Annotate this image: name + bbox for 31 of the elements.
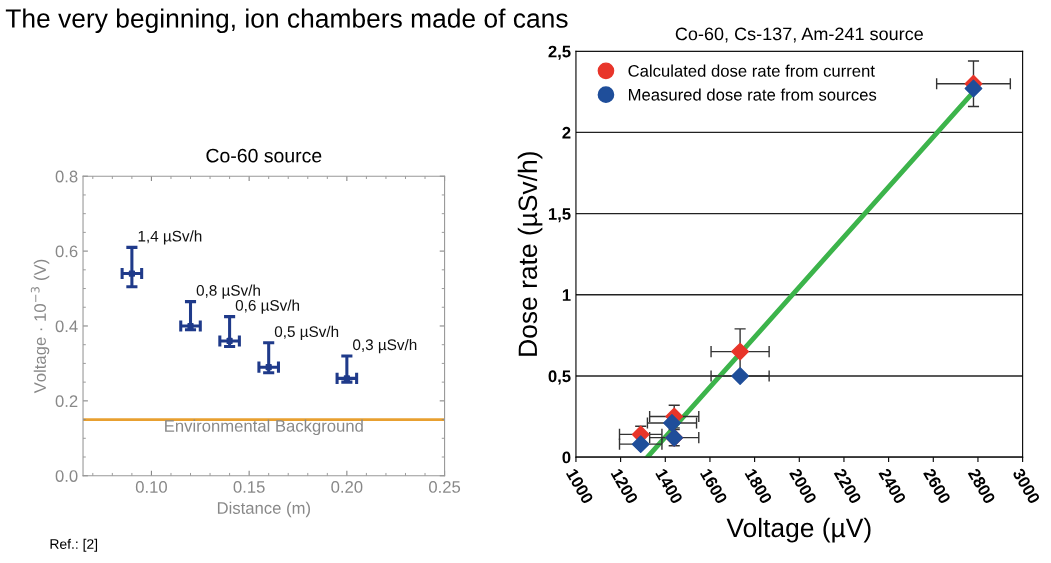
x-tick-label: 0.20 [331,481,363,493]
y-tick-label: 0.0 [55,470,78,482]
y-axis-title: Voltage · 10$^{−3}$ (V) [30,259,50,394]
annotation: 0,6 µSv/h [235,299,300,314]
x-axis-title: Voltage (µV) [726,517,871,543]
annotation: 1,4 µSv/h [138,230,202,245]
x-tick-label: 0.10 [135,481,167,493]
y-tick-label: 0.2 [55,395,78,408]
annotation: 0,3 µSv/h [353,338,417,354]
y-tick-label: 2 [562,126,571,139]
annotation: 0,5 µSv/h [274,325,339,341]
x-tick-label: 0.15 [233,481,265,493]
text: Ref.: [2] [50,538,98,552]
ref-line-label: Environmental Background [165,419,363,436]
y-tick-label: 0.4 [55,320,78,333]
y-tick-label: 1,5 [548,208,571,223]
legend-label: Calculated dose rate from current [628,64,875,77]
y-tick-label: 2,5 [548,45,571,60]
y-axis-title: Dose rate (µSv/h) [517,152,543,356]
y-tick-label: 1 [562,289,571,301]
annotation: 0,8 µSv/h [196,284,260,299]
y-tick-label: 0,5 [548,370,571,385]
chart-title: Co-60 source [206,148,322,163]
chart-title: Co-60, Cs-137, Am-241 source [675,27,923,43]
y-tick-label: 0.6 [55,245,78,258]
y-tick-label: 0 [562,451,571,464]
x-axis-title: Distance (m) [217,501,310,518]
y-tick-label: 0.8 [55,170,78,183]
x-tick-label: 0.25 [429,481,461,493]
legend-label: Measured dose rate from sources [628,88,877,101]
text: The very beginning, ion chambers made of cans [5,8,568,34]
